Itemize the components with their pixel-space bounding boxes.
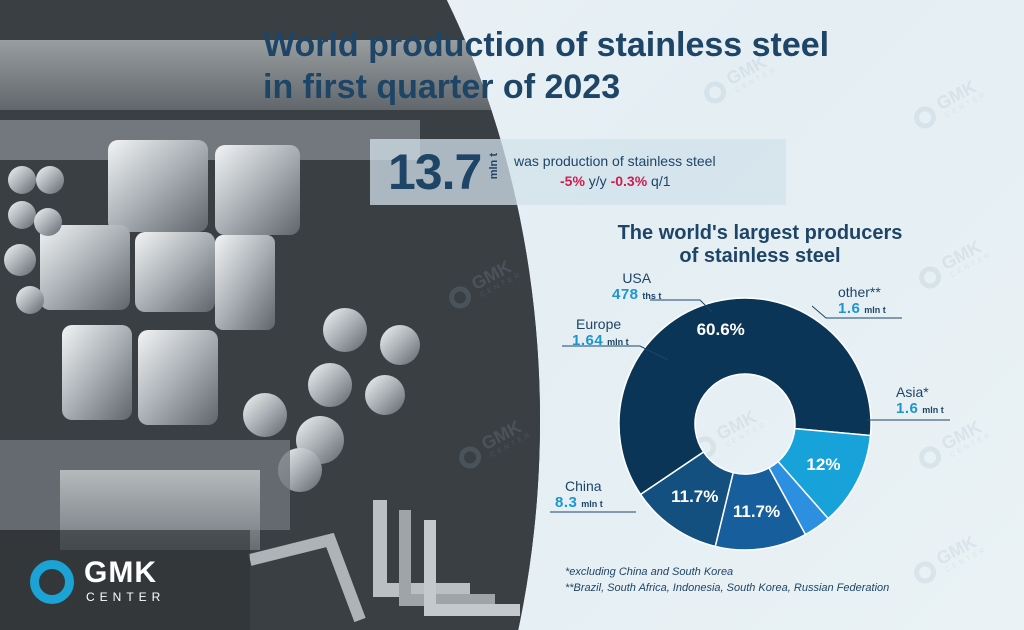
- slice-percent-label: 11.7%: [733, 502, 780, 521]
- logo-subtitle: CENTER: [86, 590, 166, 604]
- callout-label: China: [565, 478, 602, 494]
- callout-leader-line: [811, 305, 902, 319]
- callout-unit: mln t: [864, 305, 886, 315]
- callout-leader-line: [562, 345, 669, 361]
- kpi-box: 13.7 mln t was production of stainless s…: [370, 139, 786, 205]
- kpi-value: 13.7: [388, 144, 482, 200]
- callout-label: USA: [622, 270, 652, 286]
- slice-percent-label: 11.7%: [671, 487, 718, 506]
- title-line-2: in first quarter of 2023: [263, 68, 621, 106]
- yy-label: y/y: [588, 173, 607, 189]
- callout-label: Asia*: [896, 384, 929, 400]
- chart-title-line-1: The world's largest producers: [617, 222, 903, 244]
- callout-value: 8.3: [555, 494, 578, 511]
- kpi-description: was production of stainless steel: [514, 153, 716, 169]
- title-line-1: World production of stainless steel: [263, 26, 830, 64]
- steel-bars-photo: [0, 0, 540, 630]
- footnote-other: **Brazil, South Africa, Indonesia, South…: [565, 582, 890, 594]
- chart-title-line-2: of stainless steel: [679, 245, 841, 267]
- callout-asia: Asia* 1.6 mln t: [896, 384, 944, 417]
- callout-label: Europe: [576, 316, 622, 332]
- callout-europe: Europe 1.64 mln t: [572, 316, 629, 349]
- callout-label: other**: [838, 284, 881, 300]
- callout-leader-line: [650, 299, 713, 313]
- callout-value: 478: [612, 286, 639, 303]
- slice-percent-label: 60.6%: [697, 320, 745, 339]
- slice-percent-label: 12%: [806, 455, 840, 474]
- callout-value: 1.6: [896, 400, 919, 417]
- qq-label: q/1: [651, 173, 671, 189]
- steel-bars-illustration: [0, 0, 540, 630]
- chart-title: The world's largest producers of stainle…: [590, 222, 930, 268]
- callout-unit: mln t: [922, 405, 944, 415]
- callout-unit: ths t: [642, 291, 662, 301]
- yy-value: -5%: [560, 173, 585, 189]
- logo-name: GMK: [84, 556, 157, 589]
- gmk-logo: GMK CENTER: [30, 556, 190, 616]
- donut-slice-china: [618, 297, 872, 496]
- callout-usa: USA 478 ths t: [612, 270, 661, 303]
- donut-slice-asia: [639, 450, 735, 548]
- kpi-change: -5% y/y -0.3% q/1: [560, 173, 671, 189]
- callout-other: other** 1.6 mln t: [838, 284, 886, 317]
- page-title: World production of stainless steel in f…: [263, 24, 963, 108]
- callout-value: 1.64: [572, 332, 604, 349]
- callout-unit: mln t: [581, 499, 603, 509]
- callout-unit: mln t: [607, 337, 629, 347]
- callout-china: China 8.3 mln t: [555, 478, 603, 511]
- logo-circle-icon: [30, 560, 74, 604]
- footnote-asia: *excluding China and South Korea: [565, 566, 734, 578]
- qq-value: -0.3%: [610, 173, 648, 189]
- callout-value: 1.6: [838, 300, 861, 317]
